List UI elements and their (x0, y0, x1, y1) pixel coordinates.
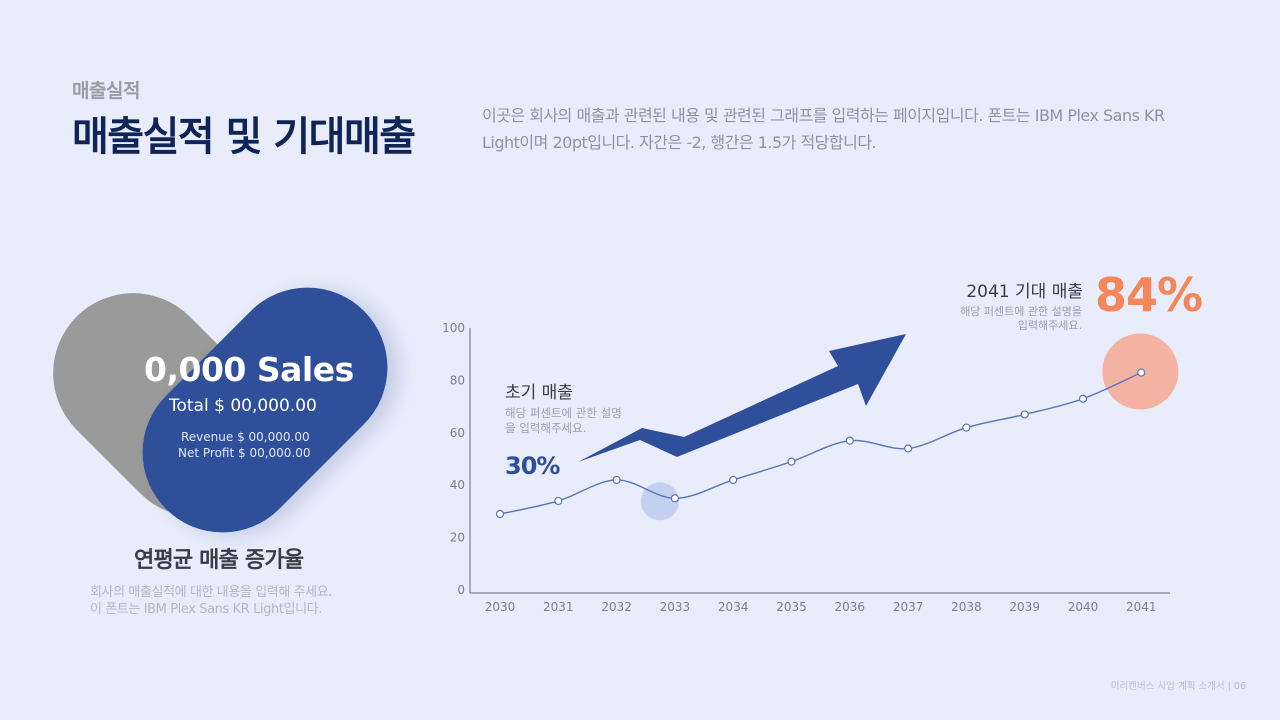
early-desc-line2: 을 입력해주세요. (505, 421, 587, 435)
data-point-marker (845, 436, 854, 445)
intro-text: 이곳은 회사의 매출과 관련된 내용 및 관련된 그래프를 입력하는 페이지입니… (482, 106, 1165, 152)
x-tick-label: 2041 (1126, 600, 1157, 614)
data-point-marker (1078, 394, 1088, 403)
expected-desc-line2: 입력해주세요. (1017, 319, 1082, 332)
x-tick-label: 2030 (485, 600, 516, 614)
expected-sales-percent: 84% (1095, 268, 1203, 322)
series-line (499, 371, 1142, 515)
data-point-marker (903, 444, 913, 453)
data-point-marker (554, 496, 563, 506)
growth-desc-line1: 회사의 매출실적에 대한 내용을 입력해 주세요. (90, 585, 333, 600)
data-point-marker (1137, 368, 1146, 377)
chart-axes (469, 328, 1170, 594)
x-tick-label: 2034 (718, 600, 749, 614)
section-eyebrow: 매출실적 (72, 80, 140, 102)
early-sales-title: 초기 매출 (505, 383, 573, 403)
y-tick-label: 20 (450, 531, 465, 545)
page-title: 매출실적 및 기대매출 (72, 114, 416, 160)
early-desc-line1: 해당 퍼센트에 관한 설명 (505, 406, 622, 420)
growth-description: 회사의 매출실적에 대한 내용을 입력해 주세요. 이 폰트는 IBM Plex… (90, 584, 332, 618)
data-point-marker (962, 423, 971, 432)
data-points (495, 368, 1146, 519)
early-sales-description: 해당 퍼센트에 관한 설명 을 입력해주세요. (505, 406, 622, 436)
x-tick-label: 2036 (835, 600, 866, 614)
x-tick-label: 2032 (601, 600, 632, 614)
sales-headline: 0,000 Sales (144, 350, 354, 389)
growth-desc-line2: 이 폰트는 IBM Plex Sans KR Light입니다. (90, 602, 322, 617)
x-tick-label: 2031 (543, 600, 574, 614)
x-tick-label: 2033 (660, 600, 691, 614)
y-tick-label: 60 (450, 426, 465, 440)
x-tick-label: 2038 (951, 600, 982, 614)
early-sales-percent: 30% (505, 452, 560, 480)
x-tick-label: 2039 (1009, 600, 1040, 614)
footer-page-label: 미리캔버스 사업 계획 소개서 | 06 (1110, 681, 1246, 692)
growth-arrow-icon (578, 334, 906, 462)
y-tick-label: 0 (457, 583, 465, 597)
x-tick-label: 2037 (893, 600, 924, 614)
y-tick-label: 100 (442, 321, 465, 335)
x-tick-label: 2040 (1068, 600, 1099, 614)
data-point-marker (729, 475, 738, 485)
y-axis-ticks: 0 20 40 60 80 100 (442, 321, 465, 597)
sales-net-profit: Net Profit $ 00,000.00 (178, 446, 311, 460)
y-tick-label: 80 (450, 373, 465, 387)
sales-total: Total $ 00,000.00 (169, 396, 317, 416)
data-point-marker (495, 509, 505, 519)
expected-desc-line1: 해당 퍼센트에 관한 설명을 (960, 305, 1082, 318)
x-axis-ticks: 2030 2031 2032 2033 2034 2035 2036 2037 2038 2039… (485, 600, 1157, 614)
data-point-marker (787, 457, 796, 466)
data-point-marker (1020, 410, 1029, 419)
data-point-marker (612, 475, 621, 485)
x-tick-label: 2035 (776, 600, 807, 614)
data-point-marker (670, 494, 680, 503)
growth-title: 연평균 매출 증가율 (134, 548, 304, 573)
expected-sales-description: 해당 퍼센트에 관한 설명을 입력해주세요. (930, 305, 1082, 333)
y-tick-label: 40 (450, 478, 465, 492)
expected-sales-title: 2041 기대 매출 (966, 282, 1083, 302)
sales-revenue: Revenue $ 00,000.00 (181, 430, 310, 444)
